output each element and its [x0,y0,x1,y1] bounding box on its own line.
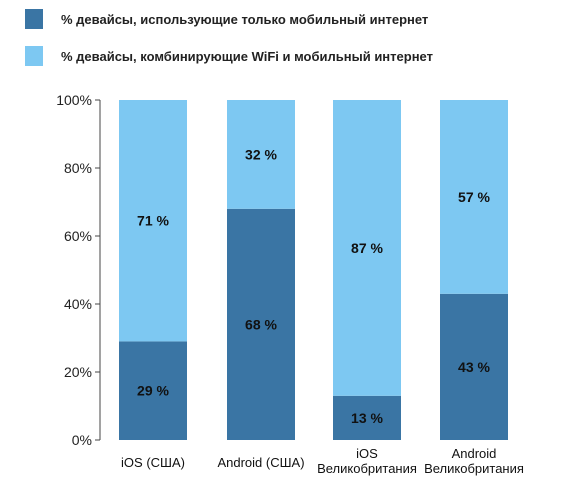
x-category-label-2-line-0: iOS [356,446,378,461]
bar-combined-1 [227,100,295,209]
y-tick-label-0: 0% [72,432,92,448]
x-category-label-1-line-0: Android (США) [217,455,304,470]
data-label-mobile-only-3: 43 % [458,359,490,375]
x-category-label-2-line-1: Великобритания [317,461,417,476]
bar-mobile-only-1 [227,208,295,440]
y-tick-label-1: 20% [64,364,92,380]
data-label-combined-0: 71 % [137,213,169,229]
legend: % девайсы, использующие только мобильный… [0,0,580,80]
y-tick-label-4: 80% [64,160,92,176]
bar-combined-3 [440,100,508,294]
y-tick-label-2: 40% [64,296,92,312]
legend-swatch-combined [25,46,43,66]
data-label-mobile-only-0: 29 % [137,383,169,399]
bar-mobile-only-0 [119,341,187,440]
y-tick-label-3: 60% [64,228,92,244]
bar-combined-2 [333,100,401,396]
data-label-mobile-only-1: 68 % [245,316,277,332]
legend-label-combined: % девайсы, комбинирующие WiFi и мобильны… [61,48,433,64]
x-category-label-3-line-0: Android [452,446,497,461]
legend-item-combined: % девайсы, комбинирующие WiFi и мобильны… [25,45,433,67]
data-label-combined-3: 57 % [458,189,490,205]
legend-item-mobile-only: % девайсы, использующие только мобильный… [25,8,428,30]
bar-mobile-only-3 [440,293,508,440]
legend-swatch-mobile-only [25,9,43,29]
bar-mobile-only-2 [333,395,401,440]
x-category-label-3-line-1: Великобритания [424,461,524,476]
data-label-combined-1: 32 % [245,146,277,162]
bar-combined-0 [119,100,187,342]
data-label-mobile-only-2: 13 % [351,410,383,426]
data-label-combined-2: 87 % [351,240,383,256]
legend-label-mobile-only: % девайсы, использующие только мобильный… [61,11,429,27]
x-category-label-0-line-0: iOS (США) [121,455,185,470]
y-tick-label-5: 100% [56,92,92,108]
